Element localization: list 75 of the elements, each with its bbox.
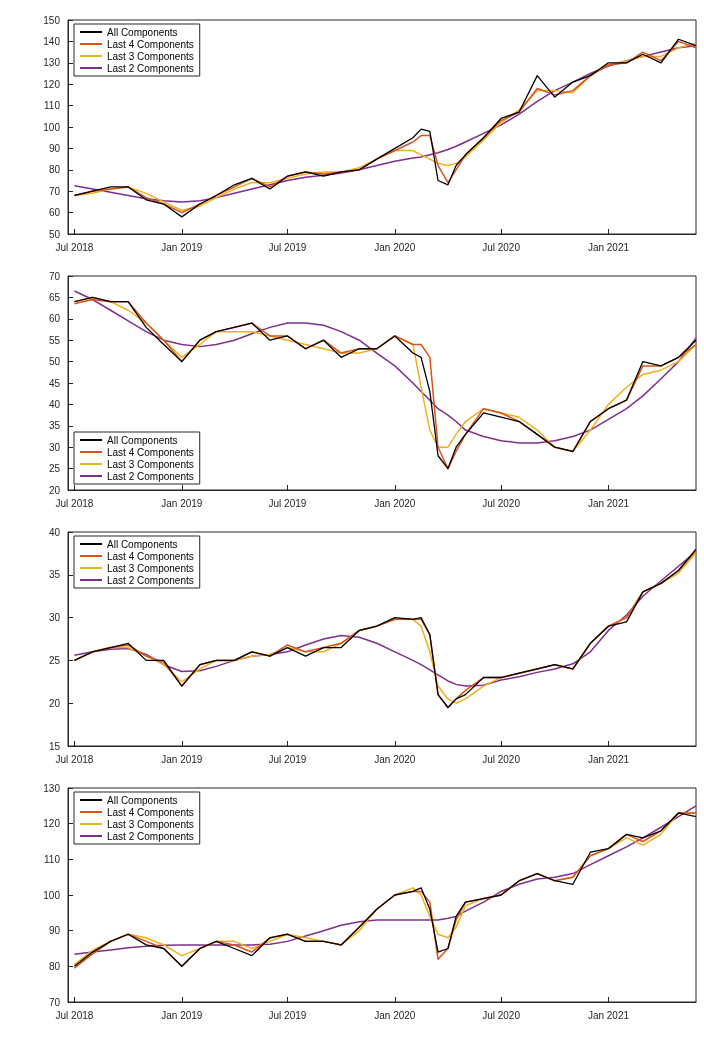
x-tick-label: Jan 2020 xyxy=(374,241,416,253)
y-tick-label: 70 xyxy=(48,270,61,282)
x-tick-label: Jan 2020 xyxy=(374,1009,416,1021)
x-tick-label: Jul 2020 xyxy=(482,1009,521,1021)
legend-label: All Components xyxy=(107,26,178,38)
y-tick-label: 40 xyxy=(48,398,61,410)
y-tick-label: 120 xyxy=(43,818,61,830)
legend-label: All Components xyxy=(107,794,178,806)
x-tick-label: Jul 2020 xyxy=(482,241,521,253)
y-tick-label: 35 xyxy=(48,569,61,581)
x-tick-label: Jul 2019 xyxy=(268,497,307,509)
legend-label: Last 4 Components xyxy=(107,806,194,818)
y-tick-label: 110 xyxy=(44,853,61,865)
x-tick-label: Jan 2021 xyxy=(587,753,630,765)
y-tick-label: 15 xyxy=(48,740,61,752)
y-tick-label: 25 xyxy=(48,654,61,666)
y-tick-label: 100 xyxy=(43,121,61,133)
legend-label: All Components xyxy=(107,538,178,550)
x-tick-label: Jan 2019 xyxy=(161,241,203,253)
x-tick-label: Jul 2018 xyxy=(55,241,94,253)
legend-label: All Components xyxy=(107,434,178,446)
x-tick-label: Jan 2020 xyxy=(374,753,416,765)
legend-label: Last 3 Components xyxy=(107,458,194,470)
x-tick-label: Jan 2021 xyxy=(587,1009,630,1021)
y-tick-label: 70 xyxy=(48,996,61,1008)
legend-label: Last 2 Components xyxy=(107,62,194,74)
y-tick-label: 35 xyxy=(48,420,61,432)
legend-label: Last 4 Components xyxy=(107,38,194,50)
y-tick-label: 25 xyxy=(48,463,61,475)
legend-label: Last 4 Components xyxy=(107,550,194,562)
legend-label: Last 2 Components xyxy=(107,830,194,842)
y-tick-label: 100 xyxy=(43,889,61,901)
x-tick-label: Jan 2019 xyxy=(161,1009,203,1021)
y-tick-label: 30 xyxy=(48,441,61,453)
x-tick-label: Jan 2020 xyxy=(374,497,416,509)
x-tick-label: Jan 2021 xyxy=(587,241,630,253)
y-tick-label: 65 xyxy=(48,291,61,303)
legend-label: Last 3 Components xyxy=(107,562,194,574)
legend-label: Last 3 Components xyxy=(107,818,194,830)
y-tick-label: 110 xyxy=(44,100,61,112)
legend-label: Last 2 Components xyxy=(107,470,194,482)
legend-label: Last 4 Components xyxy=(107,446,194,458)
x-tick-label: Jul 2019 xyxy=(268,241,307,253)
y-tick-label: 30 xyxy=(48,612,61,624)
y-tick-label: 50 xyxy=(48,228,61,240)
y-tick-label: 150 xyxy=(43,14,61,26)
y-tick-label: 120 xyxy=(43,78,61,90)
y-tick-label: 50 xyxy=(48,356,61,368)
y-tick-label: 20 xyxy=(48,697,61,709)
x-tick-label: Jul 2019 xyxy=(268,753,307,765)
x-tick-label: Jul 2018 xyxy=(55,753,94,765)
y-tick-label: 45 xyxy=(48,377,61,389)
y-tick-label: 80 xyxy=(48,960,61,972)
x-tick-label: Jan 2019 xyxy=(161,497,203,509)
y-tick-label: 90 xyxy=(48,925,61,937)
y-tick-label: 70 xyxy=(48,185,61,197)
y-tick-label: 80 xyxy=(48,164,61,176)
y-tick-label: 140 xyxy=(43,35,61,47)
y-tick-label: 20 xyxy=(48,484,61,496)
x-tick-label: Jul 2018 xyxy=(55,497,94,509)
x-tick-label: Jul 2019 xyxy=(268,1009,307,1021)
x-tick-label: Jan 2021 xyxy=(587,497,630,509)
y-tick-label: 60 xyxy=(48,313,61,325)
y-tick-label: 130 xyxy=(43,782,61,794)
x-tick-label: Jul 2020 xyxy=(482,753,521,765)
y-tick-label: 55 xyxy=(48,334,61,346)
y-tick-label: 40 xyxy=(48,526,61,538)
legend-label: Last 2 Components xyxy=(107,574,194,586)
y-tick-label: 90 xyxy=(48,142,61,154)
legend-label: Last 3 Components xyxy=(107,50,194,62)
y-tick-label: 60 xyxy=(48,207,61,219)
x-tick-label: Jul 2018 xyxy=(55,1009,94,1021)
y-tick-label: 130 xyxy=(43,57,61,69)
x-tick-label: Jan 2019 xyxy=(161,753,203,765)
x-tick-label: Jul 2020 xyxy=(482,497,521,509)
